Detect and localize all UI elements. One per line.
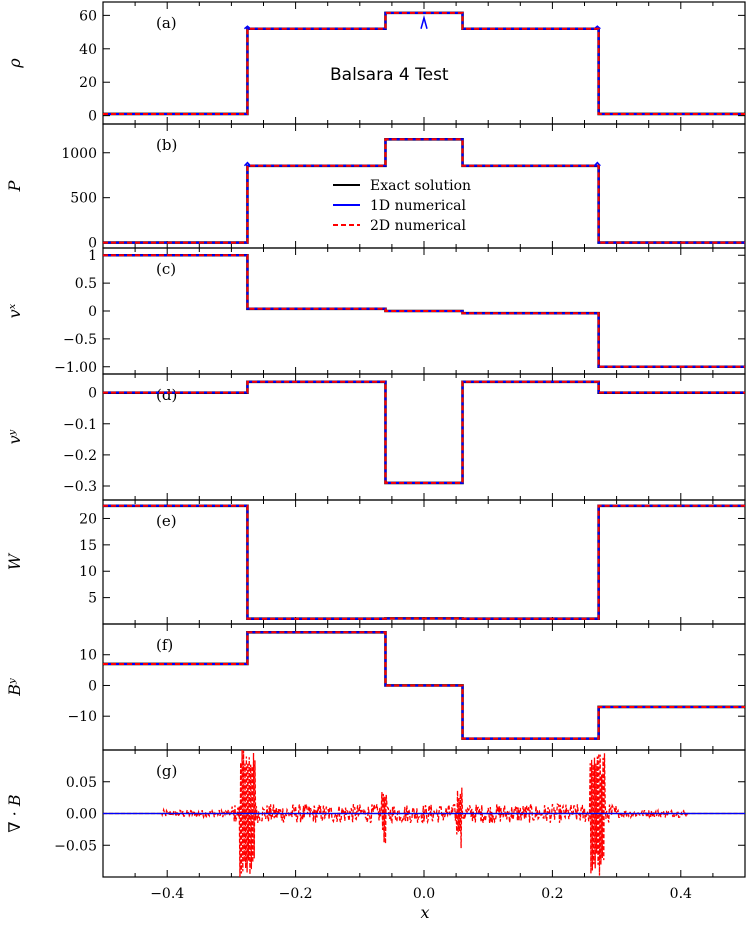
y-tick-label: 0.05 bbox=[66, 775, 97, 791]
series-exact-solution bbox=[103, 504, 745, 621]
y-tick-label: 10 bbox=[79, 648, 97, 664]
panel-label: (g) bbox=[156, 762, 177, 780]
y-tick-label: 0 bbox=[88, 109, 97, 125]
series-2d-numerical bbox=[103, 380, 745, 484]
panel-5: 5 10 15 20 W (e) bbox=[5, 499, 746, 625]
panel-label: (f) bbox=[156, 636, 173, 654]
panel-label: (c) bbox=[156, 260, 176, 278]
y-tick-label: 0 bbox=[88, 236, 97, 252]
y-tick-label: −10 bbox=[67, 709, 97, 725]
y-tick-label: 0 bbox=[88, 678, 97, 694]
y-tick-label: −0.1 bbox=[63, 417, 97, 433]
series-2d-numerical bbox=[103, 504, 745, 620]
legend-entry: Exact solution bbox=[370, 178, 471, 194]
series-1d-numerical bbox=[103, 11, 745, 115]
series-1d-blip bbox=[243, 161, 251, 167]
y-axis-label: ρ bbox=[5, 58, 24, 69]
y-tick-label: −1.00 bbox=[54, 360, 97, 376]
y-tick-label: −0.5 bbox=[63, 332, 97, 348]
y-axis-label: vʸ bbox=[5, 429, 24, 444]
series-2d-numerical bbox=[103, 254, 745, 368]
y-tick-label: 40 bbox=[79, 42, 97, 58]
series-1d-numerical bbox=[103, 504, 745, 620]
series-1d-blip bbox=[243, 25, 251, 30]
plot-area bbox=[103, 630, 745, 740]
y-tick-label: 10 bbox=[79, 564, 97, 580]
panel-label: (e) bbox=[156, 512, 177, 530]
y-tick-label: 20 bbox=[79, 511, 97, 527]
plot-area bbox=[103, 137, 745, 244]
x-axis-label: x bbox=[420, 903, 429, 922]
y-tick-label: −0.05 bbox=[54, 838, 97, 854]
panel-3: 1 0.5 0 −0.5 −1.00 vˣ (c) bbox=[5, 247, 746, 376]
y-tick-label: 15 bbox=[79, 538, 97, 554]
panel-7: 0.05 0.00 −0.05 −0.4 −0.2 0.0 0.2 0.4 ∇ · B (g) bbox=[5, 749, 746, 902]
y-tick-label: 5 bbox=[88, 591, 97, 607]
panel-4: 0 −0.1 −0.2 −0.3 vʸ (d) bbox=[5, 373, 746, 501]
series-2d-numerical bbox=[103, 138, 745, 244]
plot-area bbox=[103, 253, 745, 369]
y-tick-label: 500 bbox=[70, 191, 97, 207]
plot-area bbox=[103, 380, 745, 485]
y-tick-label: 0.5 bbox=[75, 276, 97, 292]
y-axis-label: W bbox=[5, 552, 24, 570]
plot-area bbox=[103, 504, 745, 621]
y-tick-label: −0.2 bbox=[63, 448, 97, 464]
y-tick-label: 1 bbox=[88, 248, 97, 264]
series-exact-solution bbox=[103, 380, 745, 485]
panel-1: 0 20 40 60 ρ (a) Balsara 4 Test bbox=[5, 1, 746, 125]
y-axis-label: vˣ bbox=[5, 303, 24, 318]
series-exact-solution bbox=[103, 11, 745, 116]
series-1d-blip bbox=[593, 161, 601, 167]
legend: Exact solution 1D numerical 2D numerical bbox=[333, 178, 471, 234]
series-1d-numerical bbox=[103, 380, 745, 484]
y-tick-label: 0.00 bbox=[66, 807, 97, 823]
y-axis-label: P bbox=[5, 180, 24, 192]
axes-frame bbox=[102, 623, 746, 751]
panel-label: (b) bbox=[156, 136, 177, 154]
chart-title: Balsara 4 Test bbox=[330, 65, 449, 85]
axes-frame bbox=[102, 499, 746, 625]
y-tick-label: 60 bbox=[79, 8, 97, 24]
y-axis-label: Bʸ bbox=[5, 678, 24, 697]
legend-entry: 1D numerical bbox=[370, 198, 467, 214]
y-tick-label: 0 bbox=[88, 304, 97, 320]
x-tick-label: 0.2 bbox=[541, 886, 563, 902]
series-2d-numerical bbox=[103, 631, 745, 740]
x-tick-label: −0.4 bbox=[150, 886, 184, 902]
panel-label: (d) bbox=[156, 386, 177, 404]
x-tick-label: 0.4 bbox=[670, 886, 692, 902]
y-tick-label: 1000 bbox=[61, 146, 97, 162]
x-tick-label: −0.2 bbox=[279, 886, 313, 902]
panel-label: (a) bbox=[156, 14, 177, 32]
y-tick-label: 0 bbox=[88, 386, 97, 402]
panel-6: 10 0 −10 Bʸ (f) bbox=[5, 623, 746, 751]
plot-area bbox=[103, 750, 745, 877]
series-1d-numerical bbox=[103, 631, 745, 740]
x-tick-label: 0.0 bbox=[413, 886, 435, 902]
series-2d-numerical bbox=[103, 750, 745, 877]
plot-area bbox=[103, 11, 745, 116]
series-1d-blip bbox=[420, 15, 428, 29]
y-axis-label: ∇ · B bbox=[5, 794, 24, 832]
panel-2: 0 500 1000 P (b) Exact solution 1D numerical 2D… bbox=[5, 123, 746, 252]
y-tick-label: −0.3 bbox=[63, 479, 97, 495]
series-2d-numerical bbox=[103, 11, 745, 115]
legend-entry: 2D numerical bbox=[370, 218, 467, 234]
y-tick-label: 20 bbox=[79, 75, 97, 91]
